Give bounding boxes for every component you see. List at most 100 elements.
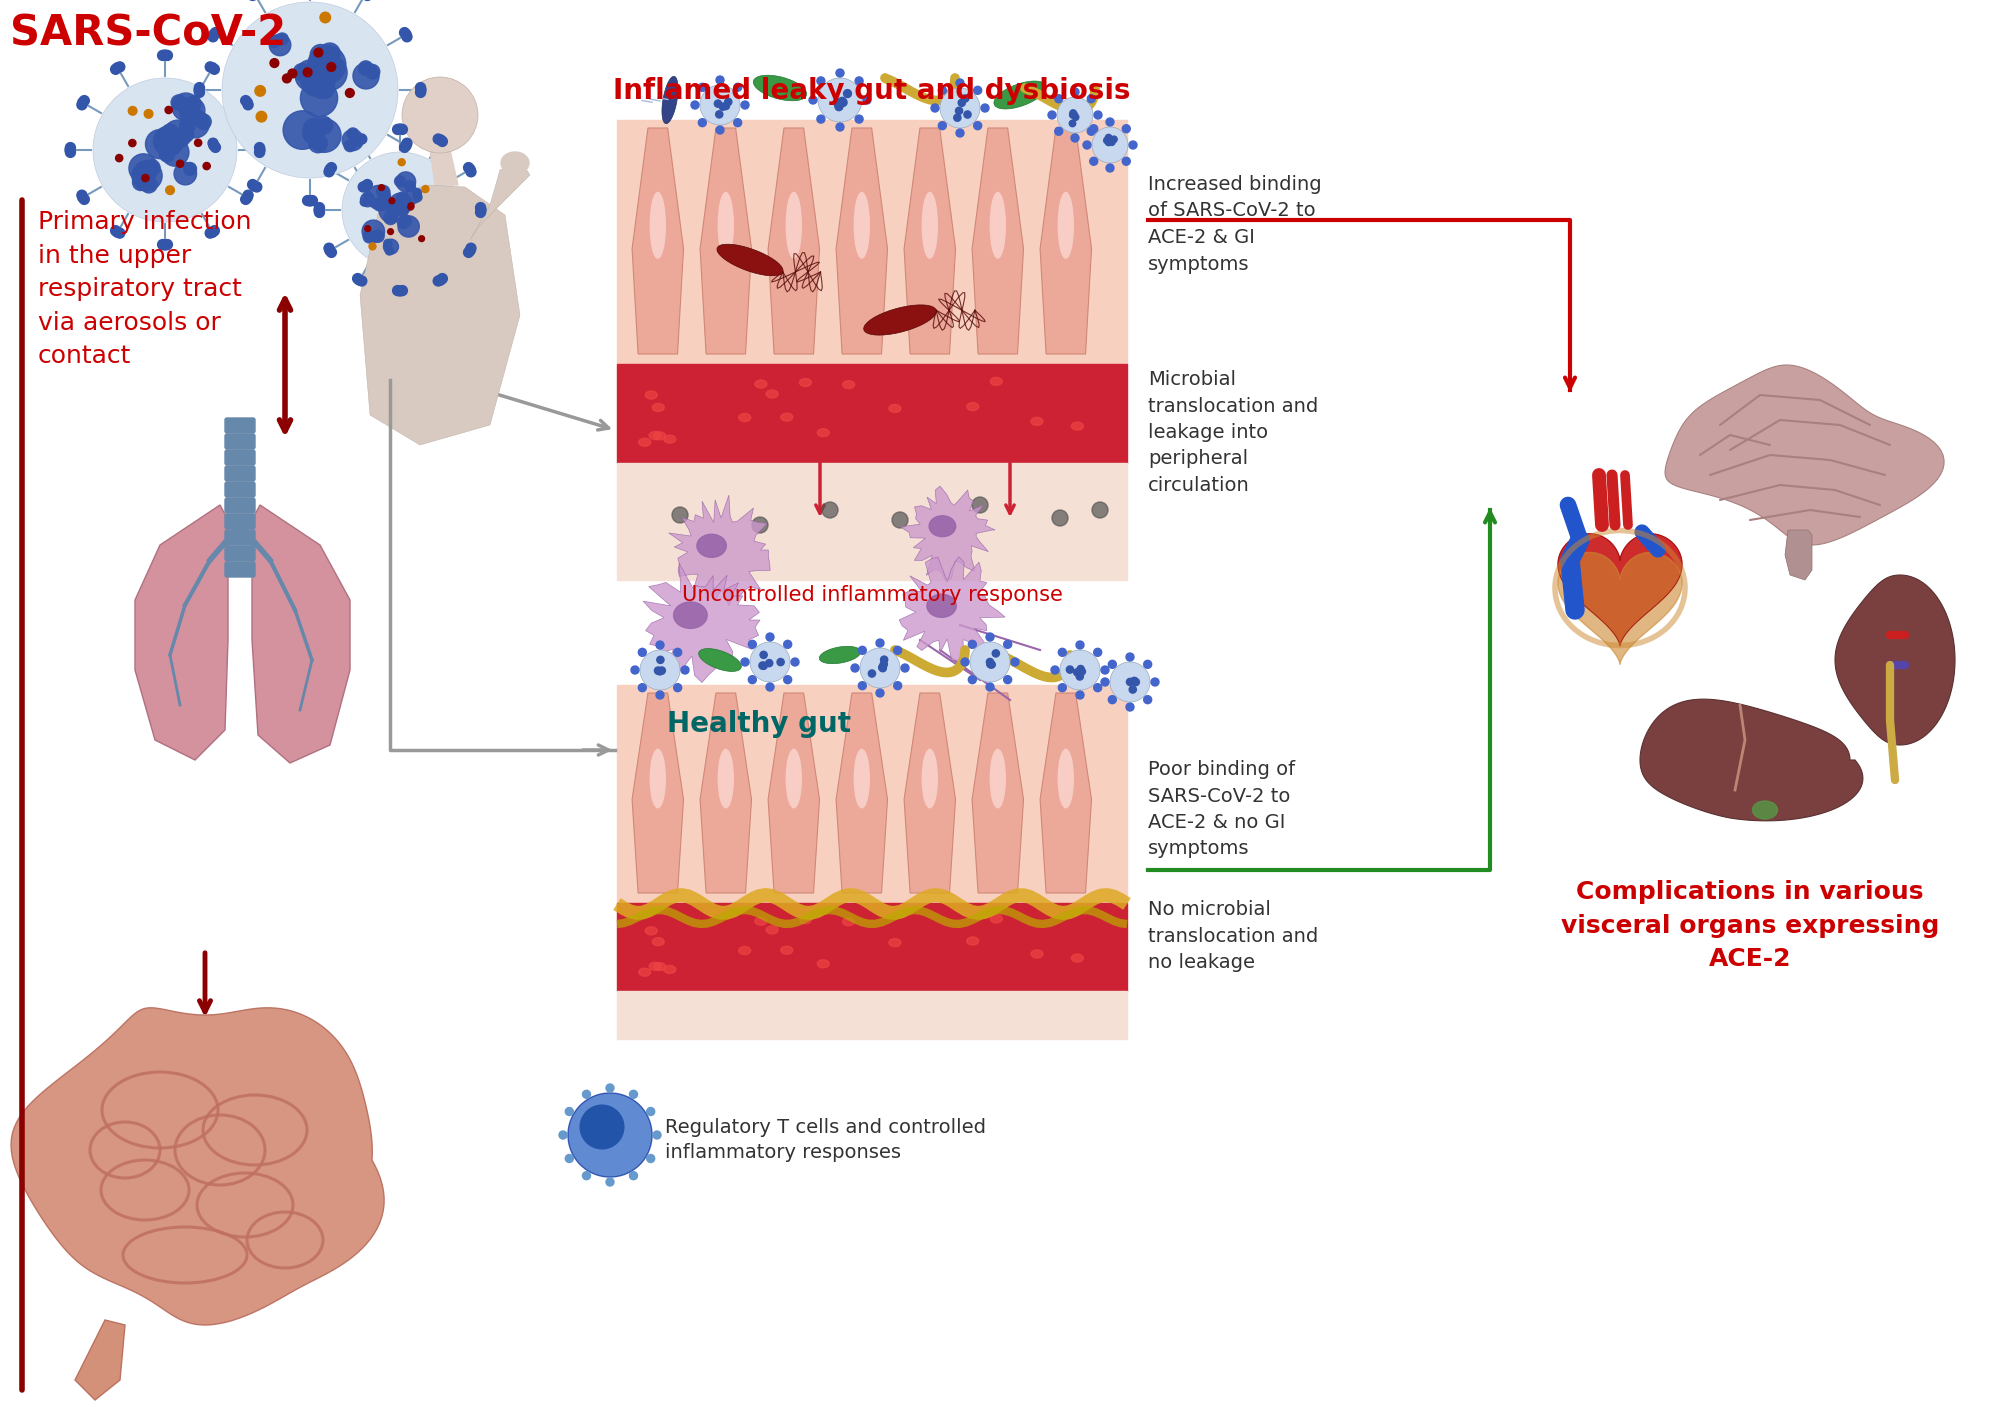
Circle shape bbox=[1056, 97, 1092, 134]
Ellipse shape bbox=[989, 750, 1006, 808]
Polygon shape bbox=[1557, 533, 1682, 646]
Circle shape bbox=[319, 44, 339, 63]
Circle shape bbox=[558, 1131, 566, 1140]
Circle shape bbox=[303, 76, 319, 93]
Ellipse shape bbox=[965, 937, 977, 946]
Circle shape bbox=[1058, 649, 1066, 656]
Circle shape bbox=[395, 203, 403, 212]
Circle shape bbox=[132, 174, 149, 190]
Text: Complications in various
visceral organs expressing
ACE-2: Complications in various visceral organs… bbox=[1559, 879, 1939, 971]
Circle shape bbox=[112, 228, 122, 238]
Circle shape bbox=[255, 148, 265, 158]
Circle shape bbox=[389, 193, 411, 215]
Circle shape bbox=[241, 194, 251, 204]
Circle shape bbox=[875, 689, 883, 696]
Ellipse shape bbox=[781, 414, 793, 421]
Circle shape bbox=[395, 286, 405, 295]
Circle shape bbox=[698, 83, 706, 91]
Ellipse shape bbox=[843, 381, 855, 388]
Text: Regulatory T cells and controlled
inflammatory responses: Regulatory T cells and controlled inflam… bbox=[664, 1119, 985, 1162]
Circle shape bbox=[961, 658, 969, 666]
Circle shape bbox=[955, 107, 961, 114]
Circle shape bbox=[783, 640, 791, 649]
Circle shape bbox=[672, 684, 680, 692]
Circle shape bbox=[371, 229, 383, 242]
Circle shape bbox=[203, 162, 211, 170]
Circle shape bbox=[1100, 678, 1108, 687]
Circle shape bbox=[1106, 165, 1114, 172]
Text: Poor binding of
SARS-CoV-2 to
ACE-2 & no GI
symptoms: Poor binding of SARS-CoV-2 to ACE-2 & no… bbox=[1148, 760, 1295, 858]
Ellipse shape bbox=[767, 390, 779, 398]
Ellipse shape bbox=[696, 535, 727, 557]
Circle shape bbox=[723, 103, 729, 110]
Circle shape bbox=[179, 118, 195, 134]
Circle shape bbox=[963, 111, 971, 118]
FancyBboxPatch shape bbox=[225, 498, 255, 514]
FancyBboxPatch shape bbox=[225, 561, 255, 577]
Circle shape bbox=[955, 79, 963, 87]
Circle shape bbox=[307, 45, 345, 83]
Circle shape bbox=[269, 35, 281, 48]
Circle shape bbox=[313, 79, 331, 98]
Polygon shape bbox=[1040, 694, 1092, 893]
Circle shape bbox=[209, 138, 219, 148]
Circle shape bbox=[195, 139, 201, 146]
Ellipse shape bbox=[654, 962, 666, 971]
Circle shape bbox=[163, 120, 191, 148]
Circle shape bbox=[363, 191, 371, 200]
Circle shape bbox=[875, 639, 883, 647]
Circle shape bbox=[243, 193, 253, 203]
Ellipse shape bbox=[921, 193, 937, 257]
Circle shape bbox=[319, 52, 337, 72]
Circle shape bbox=[580, 1104, 624, 1150]
Circle shape bbox=[1130, 678, 1138, 685]
Circle shape bbox=[421, 186, 429, 193]
Circle shape bbox=[1004, 675, 1012, 684]
Ellipse shape bbox=[739, 947, 751, 954]
FancyBboxPatch shape bbox=[225, 514, 255, 529]
Circle shape bbox=[313, 48, 323, 56]
Circle shape bbox=[395, 172, 415, 191]
Ellipse shape bbox=[650, 750, 664, 808]
Circle shape bbox=[283, 111, 321, 149]
Circle shape bbox=[255, 145, 265, 155]
Circle shape bbox=[359, 61, 373, 75]
Polygon shape bbox=[662, 76, 678, 124]
Circle shape bbox=[361, 182, 371, 191]
Circle shape bbox=[195, 114, 211, 129]
Circle shape bbox=[405, 187, 421, 204]
Circle shape bbox=[64, 145, 74, 155]
Circle shape bbox=[347, 128, 359, 139]
Circle shape bbox=[1094, 684, 1102, 692]
Circle shape bbox=[307, 118, 341, 152]
Polygon shape bbox=[642, 563, 761, 682]
Text: Uncontrolled inflammatory response: Uncontrolled inflammatory response bbox=[680, 585, 1062, 605]
Polygon shape bbox=[716, 245, 783, 276]
Circle shape bbox=[716, 127, 725, 134]
Circle shape bbox=[582, 1090, 590, 1099]
Circle shape bbox=[383, 239, 391, 248]
Circle shape bbox=[309, 63, 329, 83]
Circle shape bbox=[179, 97, 205, 122]
Ellipse shape bbox=[889, 404, 901, 412]
Circle shape bbox=[309, 45, 331, 65]
Circle shape bbox=[110, 225, 120, 236]
FancyBboxPatch shape bbox=[225, 546, 255, 561]
Circle shape bbox=[436, 135, 446, 145]
Circle shape bbox=[313, 77, 335, 98]
Circle shape bbox=[733, 83, 741, 91]
Circle shape bbox=[76, 100, 86, 110]
Circle shape bbox=[142, 174, 149, 182]
FancyBboxPatch shape bbox=[225, 530, 255, 545]
Circle shape bbox=[303, 118, 325, 139]
Circle shape bbox=[640, 650, 680, 689]
Circle shape bbox=[269, 59, 279, 68]
Circle shape bbox=[315, 203, 325, 212]
Circle shape bbox=[961, 94, 967, 103]
Circle shape bbox=[466, 243, 476, 253]
Circle shape bbox=[985, 682, 993, 691]
Circle shape bbox=[981, 104, 989, 113]
Circle shape bbox=[1086, 94, 1094, 103]
Circle shape bbox=[323, 243, 333, 253]
Circle shape bbox=[741, 101, 749, 108]
